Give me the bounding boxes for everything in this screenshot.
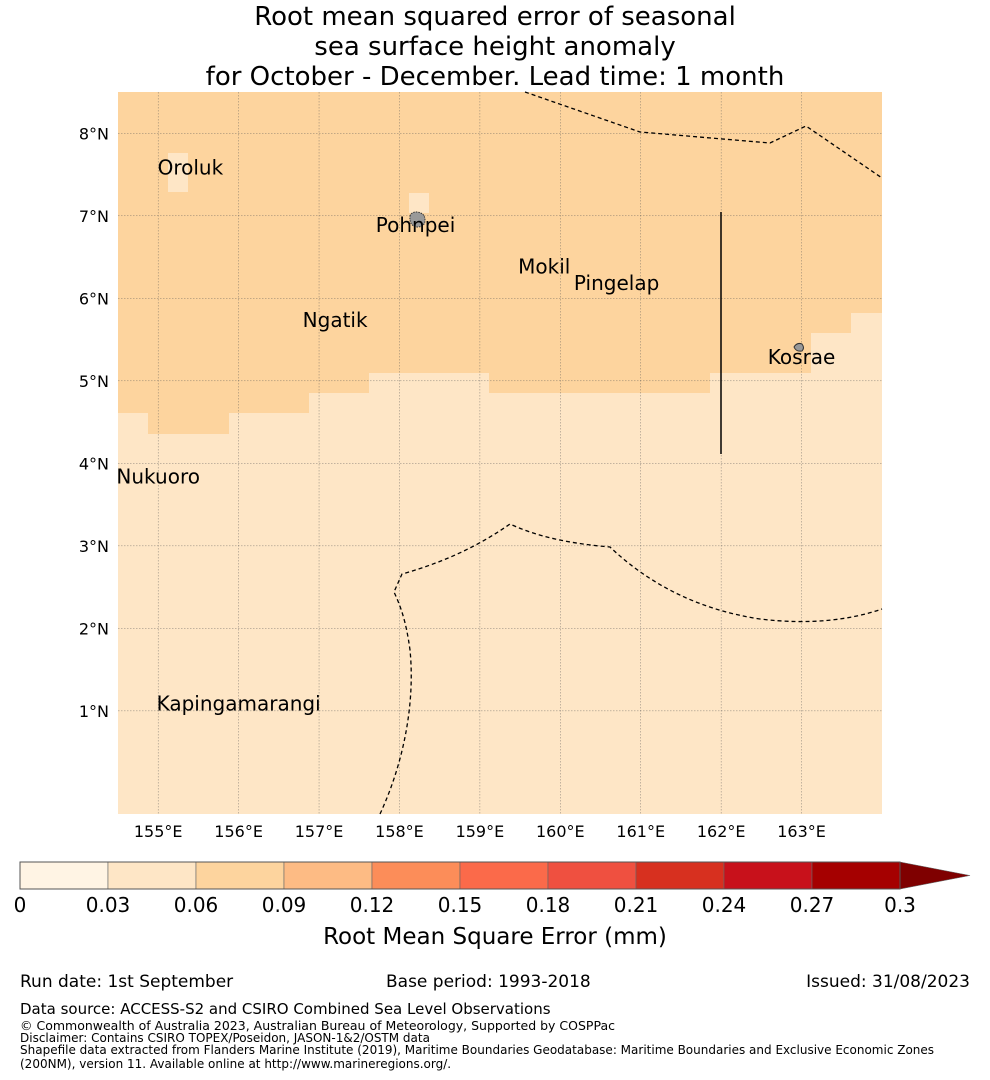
lon-tick-label: 158°E bbox=[375, 822, 424, 841]
chart-title: Root mean squared error of seasonal sea … bbox=[0, 2, 990, 92]
base-period: Base period: 1993-2018 bbox=[386, 972, 591, 992]
colorbar: 0 0.03 0.06 0.09 0.12 0.15 0.18 0.21 0.24 0.27 0.3… bbox=[14, 861, 971, 950]
colorbar-extend-arrow bbox=[899, 861, 971, 890]
pohnpei-island bbox=[409, 211, 426, 228]
colorbar-tick-label: 0.12 bbox=[350, 893, 395, 917]
colorbar-swatch bbox=[547, 861, 637, 890]
eez-boundaries bbox=[379, 91, 883, 815]
colorbar-swatch bbox=[107, 861, 197, 890]
lat-tick-label: 4°N bbox=[79, 454, 109, 473]
copyright-note: © Commonwealth of Australia 2023, Austra… bbox=[20, 1018, 615, 1033]
lat-tick-label: 2°N bbox=[79, 619, 109, 638]
run-date: Run date: 1st September bbox=[20, 972, 234, 992]
colorbar-tick-label: 0.18 bbox=[526, 893, 571, 917]
lon-tick-label: 163°E bbox=[777, 822, 826, 841]
colorbar-tick-label: 0.06 bbox=[174, 893, 219, 917]
land-layer bbox=[409, 211, 804, 352]
lat-tick-label: 8°N bbox=[79, 124, 109, 143]
colorbar-swatch bbox=[371, 861, 461, 890]
eez-boundary-north bbox=[524, 91, 883, 179]
colorbar-swatch bbox=[195, 861, 285, 890]
place-label-pohnpei: Pohnpei bbox=[376, 213, 456, 237]
lon-tick-label: 157°E bbox=[295, 822, 344, 841]
colorbar-frame bbox=[19, 861, 901, 890]
lon-tick-label: 162°E bbox=[697, 822, 746, 841]
lat-tick-label: 5°N bbox=[79, 372, 109, 391]
place-label-mokil: Mokil bbox=[518, 254, 570, 278]
title-line-2: sea surface height anomaly bbox=[314, 32, 676, 62]
colorbar-tick-label: 0 bbox=[14, 893, 27, 917]
error-patch-pohnpei bbox=[409, 193, 429, 213]
lat-tick-label: 6°N bbox=[79, 289, 109, 308]
eez-boundary-south bbox=[379, 523, 883, 815]
lon-tick-label: 161°E bbox=[616, 822, 665, 841]
colorbar-tick-label: 0.21 bbox=[614, 893, 659, 917]
title-line-1: Root mean squared error of seasonal bbox=[254, 2, 736, 32]
colorbar-swatch bbox=[283, 861, 373, 890]
place-label-pingelap: Pingelap bbox=[574, 271, 659, 295]
place-label-ngatik: Ngatik bbox=[303, 308, 368, 332]
lat-tick-label: 3°N bbox=[79, 537, 109, 556]
kosrae-island bbox=[793, 342, 804, 352]
lat-tick-label: 7°N bbox=[79, 207, 109, 226]
error-region-mid bbox=[118, 92, 882, 434]
issued-date: Issued: 31/08/2023 bbox=[806, 972, 970, 992]
lat-tick-label: 1°N bbox=[79, 702, 109, 721]
colorbar-tick-label: 0.24 bbox=[702, 893, 747, 917]
colorbar-tick-label: 0.09 bbox=[262, 893, 307, 917]
colorbar-tick-label: 0.3 bbox=[884, 893, 916, 917]
place-label-kapingamarangi: Kapingamarangi bbox=[157, 692, 321, 716]
shapefile-note-1: Shapefile data extracted from Flanders M… bbox=[20, 1043, 935, 1057]
lon-tick-label: 155°E bbox=[134, 822, 183, 841]
place-label-nukuoro: Nukuoro bbox=[116, 465, 200, 489]
axis-tick-labels: 155°E 156°E 157°E 158°E 159°E 160°E 161°E 162°E… bbox=[79, 124, 826, 841]
colorbar-tick-label: 0.27 bbox=[790, 893, 835, 917]
colorbar-swatch bbox=[635, 861, 725, 890]
colorbar-swatch bbox=[723, 861, 813, 890]
error-patch-oroluk bbox=[168, 153, 188, 192]
disclaimer-note: Disclaimer: Contains CSIRO TOPEX/Poseido… bbox=[20, 1031, 430, 1045]
data-source: Data source: ACCESS-S2 and CSIRO Combine… bbox=[20, 1000, 551, 1018]
colorbar-tick-label: 0.15 bbox=[438, 893, 483, 917]
colorbar-swatch bbox=[459, 861, 549, 890]
colorbar-label: Root Mean Square Error (mm) bbox=[323, 924, 667, 950]
colorbar-swatch bbox=[19, 861, 109, 890]
place-label-kosrae: Kosrae bbox=[768, 345, 836, 369]
lon-tick-label: 156°E bbox=[214, 822, 263, 841]
lon-tick-label: 159°E bbox=[456, 822, 505, 841]
shapefile-note-2: (200NM), version 11. Available online at… bbox=[20, 1057, 452, 1071]
lon-tick-label: 160°E bbox=[536, 822, 585, 841]
colorbar-tick-label: 0.03 bbox=[86, 893, 131, 917]
colorbar-swatch bbox=[811, 861, 901, 890]
error-fill-layer bbox=[118, 92, 882, 814]
place-label-oroluk: Oroluk bbox=[158, 155, 224, 179]
title-line-3: for October - December. Lead time: 1 mon… bbox=[205, 62, 785, 92]
